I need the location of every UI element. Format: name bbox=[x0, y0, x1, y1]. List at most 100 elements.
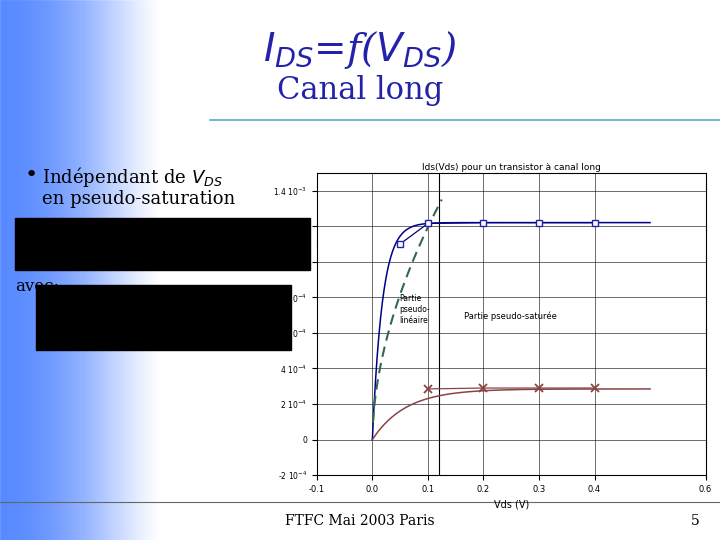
Bar bbox=[103, 0, 104, 540]
Bar bbox=[92, 0, 93, 540]
Bar bbox=[95, 0, 96, 540]
Bar bbox=[119, 0, 120, 540]
Bar bbox=[97, 0, 98, 540]
Bar bbox=[16, 0, 17, 540]
Bar bbox=[57, 0, 58, 540]
Bar bbox=[26, 0, 27, 540]
Text: Canal long: Canal long bbox=[277, 75, 443, 105]
Bar bbox=[39, 0, 40, 540]
Bar bbox=[29, 0, 30, 540]
Bar bbox=[33, 0, 34, 540]
Bar bbox=[3, 0, 4, 540]
Bar bbox=[141, 0, 142, 540]
Bar bbox=[159, 0, 160, 540]
Bar bbox=[53, 0, 54, 540]
Bar bbox=[158, 0, 159, 540]
Bar bbox=[68, 0, 69, 540]
Bar bbox=[66, 0, 67, 540]
Bar bbox=[104, 0, 105, 540]
Bar bbox=[15, 0, 16, 540]
Bar bbox=[147, 0, 148, 540]
Bar bbox=[23, 0, 24, 540]
Bar bbox=[21, 0, 22, 540]
Bar bbox=[76, 0, 77, 540]
Bar bbox=[49, 0, 50, 540]
Bar bbox=[129, 0, 130, 540]
Bar bbox=[142, 0, 143, 540]
Bar bbox=[9, 0, 10, 540]
Bar bbox=[41, 0, 42, 540]
Bar bbox=[65, 0, 66, 540]
Bar bbox=[101, 0, 102, 540]
Bar bbox=[63, 0, 64, 540]
Bar bbox=[13, 0, 14, 540]
Bar bbox=[133, 0, 134, 540]
Bar bbox=[19, 0, 20, 540]
Bar bbox=[60, 0, 61, 540]
Bar bbox=[74, 0, 75, 540]
Bar bbox=[98, 0, 99, 540]
Bar bbox=[134, 0, 135, 540]
Bar bbox=[81, 0, 82, 540]
Bar bbox=[155, 0, 156, 540]
Bar bbox=[106, 0, 107, 540]
Text: $\mathit{I}_{DS}$=f($\mathit{V}_{DS}$): $\mathit{I}_{DS}$=f($\mathit{V}_{DS}$) bbox=[263, 29, 457, 71]
Bar bbox=[17, 0, 18, 540]
Text: Indépendant de $\mathit{V}_{DS}$: Indépendant de $\mathit{V}_{DS}$ bbox=[42, 165, 223, 189]
Bar bbox=[79, 0, 80, 540]
Bar bbox=[128, 0, 129, 540]
Bar bbox=[111, 0, 112, 540]
Bar bbox=[153, 0, 154, 540]
Bar bbox=[55, 0, 56, 540]
Bar bbox=[113, 0, 114, 540]
Bar bbox=[143, 0, 144, 540]
Bar bbox=[124, 0, 125, 540]
Bar bbox=[121, 0, 122, 540]
Bar bbox=[135, 0, 136, 540]
Bar bbox=[31, 0, 32, 540]
Bar bbox=[6, 0, 7, 540]
Bar bbox=[48, 0, 49, 540]
Bar bbox=[59, 0, 60, 540]
Bar bbox=[139, 0, 140, 540]
Bar bbox=[25, 0, 26, 540]
Bar bbox=[117, 0, 118, 540]
Bar bbox=[69, 0, 70, 540]
Bar bbox=[115, 0, 116, 540]
Bar bbox=[151, 0, 152, 540]
Bar bbox=[2, 0, 3, 540]
Bar bbox=[99, 0, 100, 540]
Bar bbox=[150, 0, 151, 540]
Bar bbox=[36, 285, 291, 350]
Bar bbox=[14, 0, 15, 540]
Bar bbox=[77, 0, 78, 540]
Bar bbox=[123, 0, 124, 540]
Bar bbox=[125, 0, 126, 540]
Bar bbox=[100, 0, 101, 540]
Bar bbox=[75, 0, 76, 540]
Bar bbox=[42, 0, 43, 540]
Bar bbox=[148, 0, 149, 540]
Bar bbox=[120, 0, 121, 540]
Bar bbox=[96, 0, 97, 540]
Bar bbox=[7, 0, 8, 540]
Bar bbox=[36, 0, 37, 540]
Bar bbox=[51, 0, 52, 540]
Title: Ids(Vds) pour un transistor à canal long: Ids(Vds) pour un transistor à canal long bbox=[422, 163, 600, 172]
Bar bbox=[67, 0, 68, 540]
Bar bbox=[105, 0, 106, 540]
Bar bbox=[82, 0, 83, 540]
Bar bbox=[140, 0, 141, 540]
Bar bbox=[27, 0, 28, 540]
Bar bbox=[107, 0, 108, 540]
Bar bbox=[4, 0, 5, 540]
Bar bbox=[89, 0, 90, 540]
Bar bbox=[24, 0, 25, 540]
Bar bbox=[83, 0, 84, 540]
Bar bbox=[73, 0, 74, 540]
Bar bbox=[45, 0, 46, 540]
Bar bbox=[5, 0, 6, 540]
Bar bbox=[38, 0, 39, 540]
Bar bbox=[37, 0, 38, 540]
Bar bbox=[72, 0, 73, 540]
